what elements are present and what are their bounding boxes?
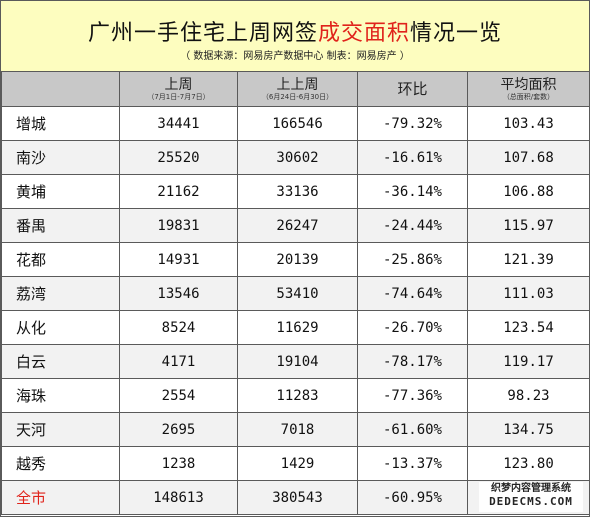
title-highlight: 成交面积 [317, 21, 410, 46]
cell-prev-week: 11283 [237, 378, 358, 413]
header-change: 环比 [357, 71, 468, 107]
cell-region: 增城 [1, 106, 120, 141]
table-row: 番禺 19831 26247 -24.44% 115.97 [1, 208, 590, 243]
header-avg-area: 平均面积 （总面积/套数） [467, 71, 590, 107]
cell-prev-week: 53410 [237, 276, 358, 311]
header-last-week: 上周 （7月1日-7月7日） [119, 71, 238, 107]
cell-prev-week: 30602 [237, 140, 358, 175]
table-row: 荔湾 13546 53410 -74.64% 111.03 [1, 276, 590, 311]
cell-change: -13.37% [357, 446, 468, 481]
cell-avg-area: 98.23 [467, 378, 590, 413]
cell-avg-area: 106.88 [467, 174, 590, 209]
table-row: 白云 4171 19104 -78.17% 119.17 [1, 344, 590, 379]
title-part-before: 广州一手住宅上周网签 [87, 21, 318, 46]
table-row: 增城 34441 166546 -79.32% 103.43 [1, 106, 590, 141]
cell-prev-week: 166546 [237, 106, 358, 141]
cell-region: 全市 [1, 480, 120, 515]
cell-change: -78.17% [357, 344, 468, 379]
cell-avg-area: 119.17 [467, 344, 590, 379]
cell-avg-area: 103.43 [467, 106, 590, 141]
table-row: 南沙 25520 30602 -16.61% 107.68 [1, 140, 590, 175]
cell-prev-week: 20139 [237, 242, 358, 277]
cell-change: -60.95% [357, 480, 468, 515]
cell-last-week: 148613 [119, 480, 238, 515]
cell-change: -16.61% [357, 140, 468, 175]
header-prev-week: 上上周 （6月24日-6月30日） [237, 71, 358, 107]
watermark-line2: DEDECMS.COM [489, 495, 573, 508]
watermark-logo: 织梦内容管理系统 DEDECMS.COM [479, 482, 583, 512]
cell-prev-week: 33136 [237, 174, 358, 209]
title-part-after: 情况一览 [410, 21, 503, 46]
cell-region: 番禺 [1, 208, 120, 243]
watermark-line1: 织梦内容管理系统 [491, 483, 571, 494]
cell-change: -79.32% [357, 106, 468, 141]
table-row: 花都 14931 20139 -25.86% 121.39 [1, 242, 590, 277]
cell-avg-area: 123.54 [467, 310, 590, 345]
cell-prev-week: 19104 [237, 344, 358, 379]
cell-change: -25.86% [357, 242, 468, 277]
cell-last-week: 14931 [119, 242, 238, 277]
cell-prev-week: 7018 [237, 412, 358, 447]
cell-region: 白云 [1, 344, 120, 379]
cell-change: -77.36% [357, 378, 468, 413]
table-row: 越秀 1238 1429 -13.37% 123.80 [1, 446, 590, 481]
cell-last-week: 19831 [119, 208, 238, 243]
cell-last-week: 8524 [119, 310, 238, 345]
cell-avg-area: 115.97 [467, 208, 590, 243]
cell-change: -36.14% [357, 174, 468, 209]
cell-avg-area: 134.75 [467, 412, 590, 447]
cell-change: -26.70% [357, 310, 468, 345]
cell-change: -61.60% [357, 412, 468, 447]
cell-last-week: 21162 [119, 174, 238, 209]
table-header-row: 上周 （7月1日-7月7日） 上上周 （6月24日-6月30日） 环比 平均面积 （总… [1, 71, 590, 107]
cell-prev-week: 380543 [237, 480, 358, 515]
page-title: 广州一手住宅上周网签成交面积情况一览 [1, 15, 589, 47]
cell-last-week: 25520 [119, 140, 238, 175]
cell-last-week: 1238 [119, 446, 238, 481]
cell-last-week: 4171 [119, 344, 238, 379]
cell-prev-week: 26247 [237, 208, 358, 243]
cell-last-week: 13546 [119, 276, 238, 311]
cell-avg-area: 123.80 [467, 446, 590, 481]
cell-region: 海珠 [1, 378, 120, 413]
table-row: 天河 2695 7018 -61.60% 134.75 [1, 412, 590, 447]
page-subtitle: （ 数据来源：网易房产数据中心 制表：网易房产 ） [180, 51, 410, 62]
cell-change: -24.44% [357, 208, 468, 243]
cell-last-week: 2695 [119, 412, 238, 447]
cell-region: 天河 [1, 412, 120, 447]
cell-prev-week: 11629 [237, 310, 358, 345]
cell-prev-week: 1429 [237, 446, 358, 481]
cell-avg-area: 121.39 [467, 242, 590, 277]
cell-avg-area: 107.68 [467, 140, 590, 175]
table-row: 黄埔 21162 33136 -36.14% 106.88 [1, 174, 590, 209]
cell-region: 南沙 [1, 140, 120, 175]
cell-change: -74.64% [357, 276, 468, 311]
cell-last-week: 2554 [119, 378, 238, 413]
cell-region: 从化 [1, 310, 120, 345]
cell-last-week: 34441 [119, 106, 238, 141]
cell-region: 越秀 [1, 446, 120, 481]
table-row: 海珠 2554 11283 -77.36% 98.23 [1, 378, 590, 413]
data-table: 上周 （7月1日-7月7日） 上上周 （6月24日-6月30日） 环比 平均面积 （总… [1, 71, 590, 515]
cell-region: 花都 [1, 242, 120, 277]
cell-region: 黄埔 [1, 174, 120, 209]
header-region [1, 71, 120, 107]
cell-region: 荔湾 [1, 276, 120, 311]
title-band: 广州一手住宅上周网签成交面积情况一览 （ 数据来源：网易房产数据中心 制表：网易… [1, 1, 589, 72]
table-row: 从化 8524 11629 -26.70% 123.54 [1, 310, 590, 345]
cell-avg-area: 111.03 [467, 276, 590, 311]
